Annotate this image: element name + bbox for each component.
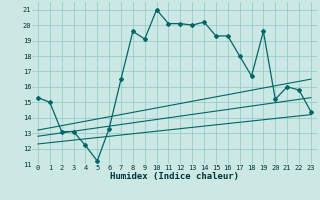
X-axis label: Humidex (Indice chaleur): Humidex (Indice chaleur)	[110, 172, 239, 181]
